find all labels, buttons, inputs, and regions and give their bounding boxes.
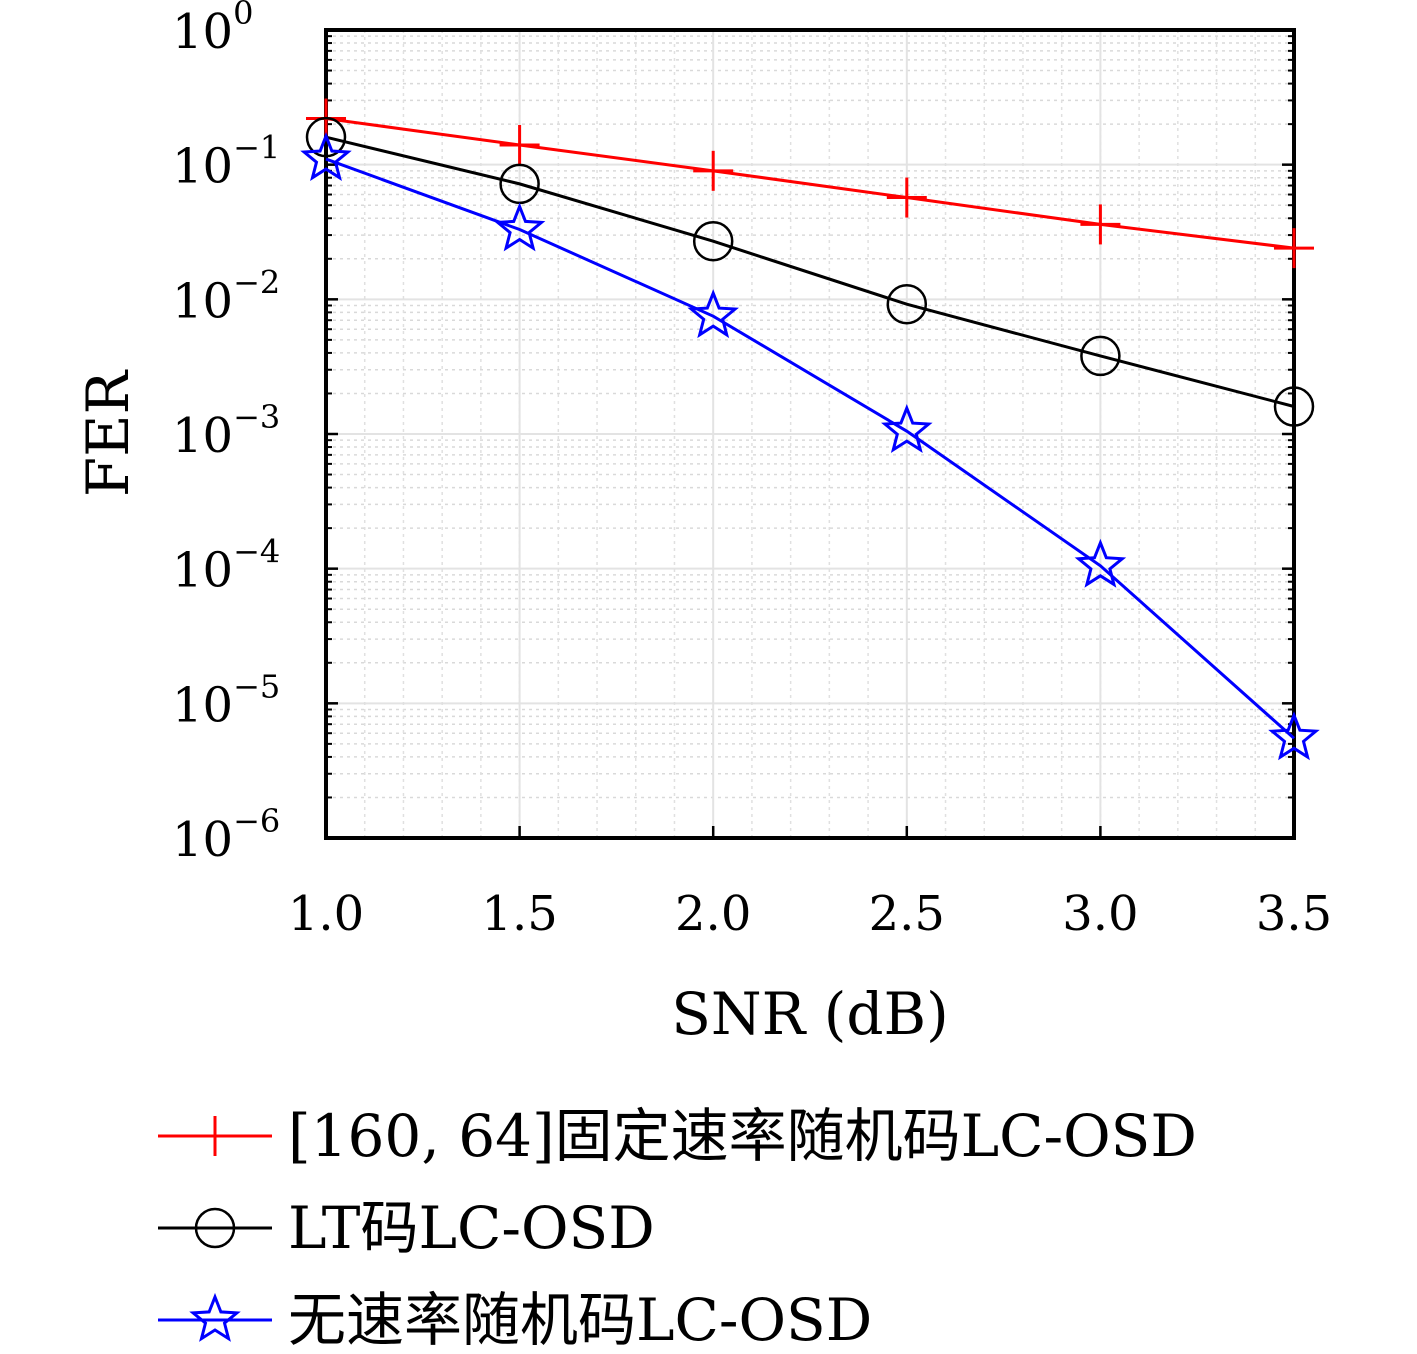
series-line xyxy=(325,135,1295,408)
series-line xyxy=(325,157,1295,740)
circle-marker xyxy=(692,220,734,262)
y-tick-exponent: −3 xyxy=(233,398,280,436)
legend-label: 无速率随机码LC-OSD xyxy=(288,1286,872,1354)
x-axis-title: SNR (dB) xyxy=(671,980,949,1048)
star-marker xyxy=(1074,538,1127,588)
grid xyxy=(325,29,1295,839)
x-tick-label: 3.5 xyxy=(1256,886,1332,942)
y-tick-label: 100 xyxy=(172,0,253,60)
series-0 xyxy=(306,98,1314,269)
circle-marker xyxy=(194,1207,236,1249)
circle-marker xyxy=(886,283,928,325)
x-tick-label: 1.5 xyxy=(481,886,557,942)
y-tick-exponent: −5 xyxy=(233,667,280,705)
y-tick-label: 10−4 xyxy=(172,533,280,599)
series xyxy=(300,98,1320,761)
star-marker xyxy=(1268,711,1320,761)
y-tick-base: 10 xyxy=(172,408,233,464)
y-tick-exponent: −2 xyxy=(233,263,280,301)
y-tick-base: 10 xyxy=(172,273,233,329)
y-tick-base: 10 xyxy=(172,139,233,195)
circle-marker xyxy=(305,116,347,158)
legend-label: [160, 64]固定速率随机码LC-OSD xyxy=(288,1102,1197,1170)
series-1 xyxy=(305,116,1315,427)
x-tick-labels: 1.0 1.5 2.0 2.5 3.0 3.5 xyxy=(288,886,1332,942)
y-tick-label: 10−5 xyxy=(172,667,280,733)
y-tick-exponent: −6 xyxy=(233,802,280,840)
axis-ticks xyxy=(324,28,1296,840)
legend: [160, 64]固定速率随机码LC-OSD LT码LC-OSD 无速率随机码LC-… xyxy=(158,1102,1197,1354)
x-tick-label: 2.0 xyxy=(675,886,751,942)
legend-entry-1: LT码LC-OSD xyxy=(158,1194,655,1262)
y-tick-exponent: −4 xyxy=(233,533,280,571)
plus-marker xyxy=(195,1116,235,1156)
y-tick-label: 10−1 xyxy=(172,129,280,195)
y-tick-exponent: 0 xyxy=(233,0,253,32)
star-marker xyxy=(300,132,352,182)
y-tick-label: 10−2 xyxy=(172,263,280,329)
plus-marker xyxy=(693,150,734,191)
x-tick-label: 1.0 xyxy=(288,886,364,942)
plus-marker xyxy=(499,124,540,165)
y-tick-exponent: −1 xyxy=(233,129,280,167)
y-tick-label: 10−3 xyxy=(172,398,280,464)
plus-marker xyxy=(1080,204,1121,245)
y-tick-base: 10 xyxy=(172,4,233,60)
star-marker xyxy=(189,1292,241,1342)
y-tick-label: 10−6 xyxy=(172,802,280,868)
series-2 xyxy=(300,132,1320,761)
circle-marker xyxy=(1273,386,1315,427)
plus-marker xyxy=(886,177,927,218)
legend-label: LT码LC-OSD xyxy=(288,1194,655,1262)
y-axis-title: FER xyxy=(74,369,142,498)
star-marker xyxy=(687,289,739,339)
y-tick-base: 10 xyxy=(172,677,233,733)
y-tick-base: 10 xyxy=(172,543,233,599)
legend-entry-0: [160, 64]固定速率随机码LC-OSD xyxy=(158,1102,1197,1170)
x-tick-label: 3.0 xyxy=(1062,886,1138,942)
series-line xyxy=(325,117,1295,250)
legend-entry-2: 无速率随机码LC-OSD xyxy=(158,1286,872,1354)
x-tick-label: 2.5 xyxy=(869,886,945,942)
plus-marker xyxy=(1274,228,1314,269)
y-tick-base: 10 xyxy=(172,812,233,868)
star-marker xyxy=(493,202,546,252)
star-marker xyxy=(881,404,933,454)
circle-marker xyxy=(1080,335,1121,377)
